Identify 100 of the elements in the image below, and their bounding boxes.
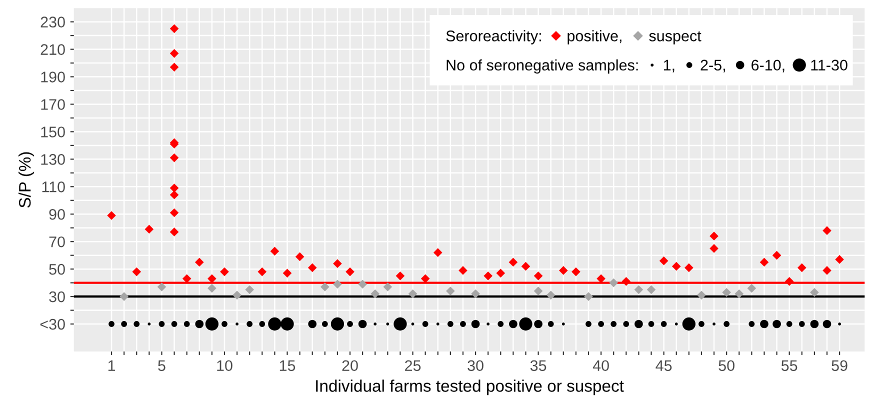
point	[710, 232, 718, 241]
point	[558, 266, 568, 275]
legend-title: Seroreactivity:	[446, 30, 541, 44]
point	[584, 292, 593, 301]
point	[220, 267, 229, 276]
point	[822, 266, 832, 275]
legend-label: 6-10,	[752, 60, 784, 72]
point	[396, 272, 405, 280]
x-tick-label: 45	[656, 360, 672, 372]
point	[333, 259, 342, 268]
point	[697, 290, 706, 300]
x-tick-label: 1	[108, 360, 116, 371]
point	[546, 290, 556, 300]
legend-label: positive,	[568, 30, 622, 44]
point	[308, 263, 317, 272]
point	[760, 258, 769, 267]
point	[333, 280, 342, 289]
point	[144, 224, 154, 234]
y-tick-label: 90	[49, 208, 65, 220]
point	[170, 228, 179, 236]
point	[534, 286, 543, 296]
point	[784, 277, 794, 286]
point	[822, 226, 832, 236]
point	[170, 24, 179, 34]
y-tick-label: 170	[41, 99, 65, 110]
x-tick-label: 5	[158, 360, 166, 372]
y-tick-label: <30	[40, 318, 65, 330]
point	[258, 267, 267, 276]
y-axis-title: S/P (%)	[18, 152, 34, 208]
x-tick-label: 59	[832, 360, 848, 372]
point	[508, 258, 518, 267]
point	[157, 282, 166, 292]
point	[170, 153, 179, 162]
point	[471, 289, 480, 298]
point	[622, 277, 631, 286]
point	[346, 267, 354, 276]
x-tick-label: 25	[405, 360, 421, 372]
point	[358, 280, 367, 289]
legend-label: 1,	[664, 60, 674, 72]
x-tick-label: 40	[592, 360, 609, 372]
point	[684, 263, 694, 272]
y-tick-label: 210	[40, 44, 65, 55]
point	[433, 248, 442, 257]
point	[710, 244, 718, 253]
legend-label: suspect	[649, 31, 702, 44]
point	[646, 285, 656, 294]
point	[521, 262, 530, 271]
point	[282, 268, 292, 278]
point	[572, 267, 580, 276]
point	[747, 284, 756, 293]
x-tick-label: 15	[280, 360, 296, 372]
point	[170, 62, 179, 72]
y-tick-label: 30	[49, 291, 65, 302]
point	[634, 285, 644, 294]
point	[446, 286, 455, 296]
y-tick-label: 110	[42, 182, 65, 192]
point	[170, 48, 179, 58]
y-tick-label: 230	[40, 16, 65, 28]
point	[232, 290, 242, 300]
point	[609, 278, 618, 288]
point	[672, 262, 681, 271]
point	[383, 282, 392, 292]
point	[194, 258, 204, 267]
point	[458, 266, 468, 275]
point	[295, 252, 304, 262]
x-tick-label: 10	[217, 360, 232, 372]
legend-label: 11-30	[811, 60, 848, 71]
y-tick-label: 150	[41, 126, 65, 138]
x-axis-title: Individual farms tested positive or suspect	[316, 380, 624, 396]
point	[722, 288, 731, 297]
y-tick-label: 190	[41, 72, 65, 82]
point	[772, 250, 782, 260]
x-tick-label: 20	[342, 360, 358, 372]
point	[270, 246, 280, 256]
y-tick-label: 50	[49, 264, 65, 275]
point	[370, 289, 380, 298]
point	[170, 208, 179, 218]
point	[534, 272, 543, 280]
x-tick-label: 50	[718, 360, 734, 372]
point	[659, 256, 668, 266]
point	[810, 288, 819, 297]
point	[484, 272, 493, 280]
legend-label: 2-5,	[700, 60, 725, 72]
point	[245, 285, 254, 294]
point	[734, 289, 744, 298]
point	[208, 284, 216, 293]
point	[170, 184, 179, 192]
x-tick-label: 55	[781, 360, 798, 372]
annotation: No of seronegative samples:	[446, 59, 638, 74]
point	[120, 292, 128, 301]
x-tick-label: 30	[468, 360, 484, 372]
y-tick-label: 70	[49, 236, 65, 248]
point	[835, 255, 844, 264]
x-tick-label: 35	[530, 360, 546, 372]
point	[132, 267, 142, 276]
y-tick-label: 130	[41, 154, 65, 165]
point	[107, 211, 116, 220]
point	[496, 268, 506, 278]
point	[797, 263, 806, 272]
point	[320, 282, 330, 292]
